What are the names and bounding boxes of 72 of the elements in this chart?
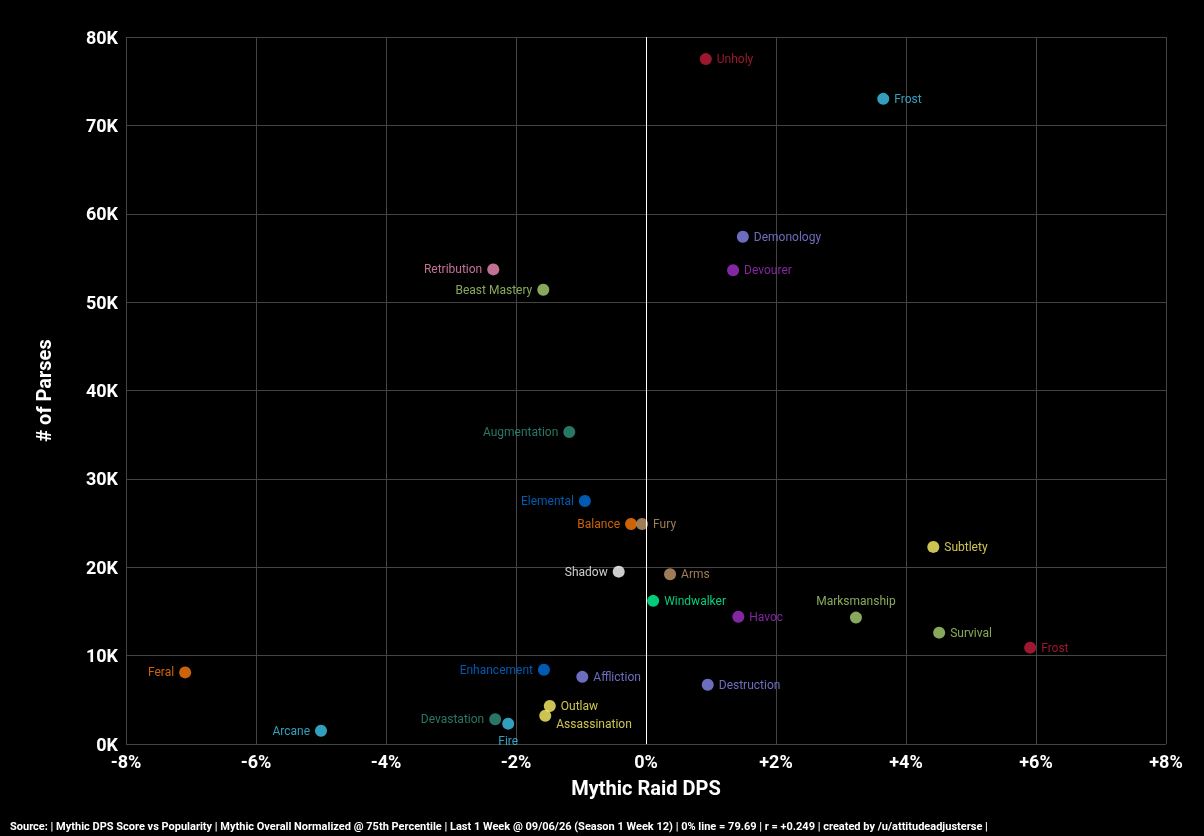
- series-label: Enhancement: [459, 662, 534, 677]
- point: [543, 700, 556, 712]
- point: [927, 540, 940, 553]
- series-label: Marksmanship: [816, 593, 896, 608]
- series-label: Retribution: [423, 262, 483, 277]
- series-label: Frost: [894, 91, 922, 106]
- point: [612, 565, 625, 578]
- x-tick-label: -6%: [240, 750, 272, 772]
- series-label: Feral: [147, 665, 175, 680]
- series-label: Arms: [681, 567, 710, 582]
- series-label: Fire: [498, 733, 519, 748]
- series-label: Devourer: [744, 263, 792, 278]
- point: [727, 264, 740, 277]
- point: [736, 230, 749, 243]
- series-label: Devastation: [420, 712, 485, 727]
- point: [849, 611, 862, 624]
- point: [487, 263, 500, 276]
- point: [563, 426, 576, 439]
- y-tick-label: 60K: [85, 203, 119, 225]
- series-label: Subtlety: [944, 539, 988, 554]
- y-tick-label: 80K: [85, 26, 119, 48]
- x-tick-label: +8%: [1149, 750, 1183, 772]
- x-tick-label: -4%: [370, 750, 402, 772]
- source-note: Source: | Mythic DPS Score vs Popularity | Mythic Overall Normalized @ 75th Percentile | Last 1 Week @ 09/06/26 (Season 1 Week 12) | 0% line = 79.69 | r = +0.249 | created by /u/attitudeadjusterse |: [10, 820, 988, 833]
- point: [933, 626, 946, 639]
- x-tick-label: -2%: [500, 750, 532, 772]
- series-label: Assassination: [556, 716, 632, 731]
- point: [578, 494, 591, 507]
- point: [877, 92, 890, 105]
- point: [537, 663, 550, 676]
- point: [732, 610, 745, 623]
- series-label: Outlaw: [560, 699, 599, 713]
- point: [664, 568, 677, 581]
- point: [699, 53, 712, 66]
- series-label: Beast Mastery: [455, 282, 533, 297]
- point: [489, 713, 502, 726]
- series-label: Balance: [577, 516, 621, 531]
- series-label: Arcane: [272, 723, 310, 738]
- series-label: Shadow: [564, 564, 608, 579]
- x-tick-label: +4%: [889, 750, 923, 772]
- series-label: Affliction: [593, 669, 641, 684]
- series-label: Destruction: [718, 677, 781, 692]
- point: [537, 283, 550, 296]
- y-tick-label: 70K: [85, 114, 119, 136]
- series-label: Havoc: [749, 609, 784, 624]
- point: [502, 717, 515, 730]
- series-label: Survival: [950, 625, 992, 640]
- y-tick-label: 10K: [85, 645, 119, 667]
- point: [576, 670, 589, 683]
- series-label: Unholy: [716, 52, 754, 67]
- y-tick-label: 50K: [85, 291, 119, 313]
- series-label: Frost: [1041, 640, 1069, 655]
- point: [625, 517, 638, 530]
- x-axis-title: Mythic Raid DPS: [571, 776, 721, 800]
- series-label: Fury: [653, 516, 677, 531]
- y-tick-label: 20K: [85, 556, 119, 578]
- point: [1024, 641, 1037, 654]
- y-tick-label: 30K: [85, 468, 119, 490]
- series-label: Elemental: [520, 493, 574, 508]
- point: [315, 724, 327, 737]
- point: [701, 678, 714, 691]
- y-axis-title: # of Parses: [32, 339, 56, 442]
- series-label: Windwalker: [664, 593, 726, 608]
- point: [647, 594, 660, 607]
- point: [636, 517, 649, 530]
- series-label: Demonology: [753, 229, 822, 244]
- x-tick-label: +2%: [759, 750, 793, 772]
- x-tick-label: 0%: [634, 750, 658, 772]
- y-tick-label: 40K: [85, 380, 119, 401]
- x-tick-label: +6%: [1019, 750, 1053, 772]
- point: [179, 666, 192, 679]
- point: [539, 709, 552, 722]
